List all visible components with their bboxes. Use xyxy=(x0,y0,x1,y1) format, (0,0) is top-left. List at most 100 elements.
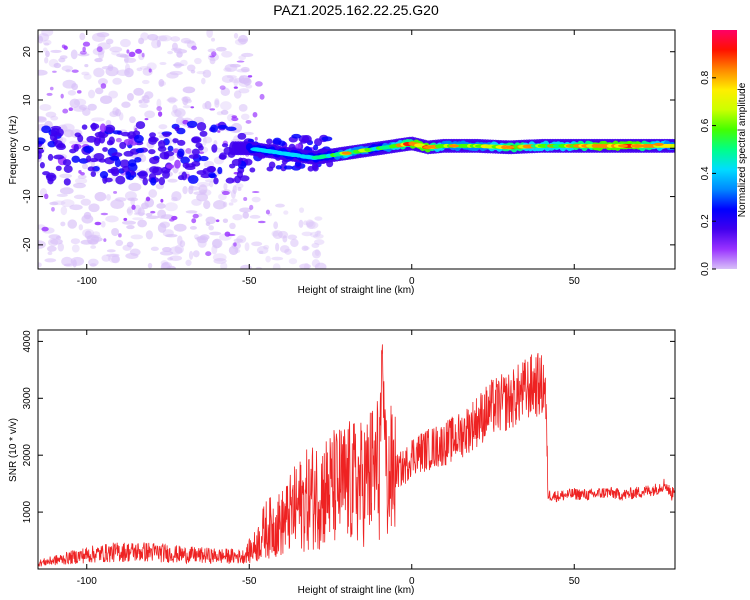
spectrogram-cell xyxy=(87,166,95,172)
spectrogram-cell xyxy=(119,38,131,48)
spectrogram-cell xyxy=(166,72,179,79)
snr-y-tick-label: 3000 xyxy=(22,387,33,410)
spectrogram-cell xyxy=(187,174,199,184)
spectrogram-cell xyxy=(221,50,233,58)
spectrogram-cell xyxy=(239,207,252,213)
spectrogram-cell xyxy=(213,200,226,210)
spectrogram-cell xyxy=(63,165,73,173)
spectrogram-cell xyxy=(196,70,206,75)
spectrogram-cell xyxy=(47,153,54,161)
spectrogram-cell xyxy=(50,125,62,130)
spectrogram-cell xyxy=(138,103,149,108)
spectrogram-cell xyxy=(137,219,147,228)
spectrogram-x-axis-label: Height of straight line (km) xyxy=(298,285,415,296)
spectrogram-cell xyxy=(48,234,61,240)
spectrogram-cell xyxy=(220,101,232,111)
spectrogram-cell xyxy=(38,262,42,268)
spectrogram-cell xyxy=(73,182,86,189)
spectrogram-cell xyxy=(315,277,322,284)
spectrogram-cell xyxy=(100,83,107,89)
spectrogram-y-axis-label: Frequency (Hz) xyxy=(8,116,19,185)
spectrogram-cell xyxy=(301,231,313,237)
spectrogram-cell xyxy=(174,126,180,132)
spectrogram-cell xyxy=(272,276,281,281)
spectrogram-cell xyxy=(159,250,174,256)
spectrogram-cell xyxy=(87,239,99,245)
spectrogram-x-tick-label: 50 xyxy=(569,276,581,287)
spectrogram-cell xyxy=(271,256,284,261)
snr-x-tick-label: 50 xyxy=(569,576,581,587)
spectrogram-cell xyxy=(279,245,290,253)
spectrogram-cell xyxy=(39,104,52,111)
spectrogram-cell xyxy=(196,121,207,131)
spectrogram-cell xyxy=(634,144,645,148)
spectrogram-cell xyxy=(174,108,186,118)
spectrogram-cell xyxy=(202,69,212,78)
spectrogram-cell xyxy=(158,35,172,42)
spectrogram-cell xyxy=(235,183,244,189)
spectrogram-cell xyxy=(62,108,69,114)
spectrogram-cell xyxy=(129,116,136,124)
spectrogram-cell xyxy=(162,246,172,252)
spectrogram-cell xyxy=(256,246,269,255)
spectrogram-cell xyxy=(182,86,196,94)
spectrogram-cell xyxy=(104,124,116,134)
spectrogram-cell xyxy=(56,143,67,151)
spectrogram-cell xyxy=(63,178,71,186)
spectrogram-cell xyxy=(182,105,191,109)
spectrogram-cell xyxy=(277,230,289,239)
spectrogram-cell xyxy=(115,137,122,143)
spectrogram-cell xyxy=(61,256,73,267)
spectrogram-cell xyxy=(247,75,253,78)
spectrogram-cell xyxy=(67,90,77,96)
spectrogram-cell xyxy=(69,98,81,108)
spectrogram-cell xyxy=(124,63,131,73)
spectrogram-cell xyxy=(42,47,48,53)
spectrogram-cell xyxy=(241,52,254,58)
spectrogram-cell xyxy=(86,135,97,143)
spectrogram-cell xyxy=(233,78,239,87)
spectrogram-cell xyxy=(221,143,229,148)
spectrogram-cell xyxy=(211,144,218,153)
spectrogram-cell xyxy=(164,202,178,212)
spectrogram-y-tick-label: -10 xyxy=(22,189,33,204)
spectrogram-cell xyxy=(245,84,253,89)
spectrogram-cell xyxy=(204,100,212,110)
spectrogram-cell xyxy=(191,137,201,143)
spectrogram-cell xyxy=(133,204,142,215)
spectrogram-cell xyxy=(258,250,264,255)
spectrogram-cell xyxy=(311,259,321,268)
spectrogram-cell xyxy=(172,138,179,144)
spectrogram-cell xyxy=(271,230,279,237)
colorbar-ticks: 0.0 0.2 0.4 0.6 0.8 xyxy=(700,70,716,276)
spectrogram-cell xyxy=(301,135,312,144)
spectrogram-cell xyxy=(233,238,244,243)
spectrogram-cell xyxy=(133,134,144,144)
spectrogram-cell xyxy=(44,193,49,200)
spectrogram-y-tick-label: 10 xyxy=(22,94,33,106)
spectrogram-y-ticks: -20 -10 0 10 20 xyxy=(22,46,675,252)
spectrogram-cell xyxy=(202,168,210,175)
spectrogram-cell xyxy=(449,144,459,148)
spectrogram-cell xyxy=(41,125,52,134)
spectrogram-cell xyxy=(298,305,308,308)
spectrogram-cell xyxy=(158,124,168,130)
spectrogram-cell xyxy=(115,175,126,185)
spectrogram-cell xyxy=(280,163,287,172)
spectrogram-cell xyxy=(87,258,99,267)
spectrogram-cell xyxy=(158,139,166,149)
spectrogram-cell xyxy=(279,305,284,314)
spectrogram-cell xyxy=(119,159,130,168)
spectrogram-cell xyxy=(269,297,279,302)
spectrogram-cell xyxy=(252,298,259,302)
spectrogram-cell xyxy=(423,145,433,149)
spectrogram-cell xyxy=(60,206,68,216)
spectrogram-heatmap xyxy=(38,30,675,314)
spectrogram-cell xyxy=(49,201,59,206)
spectrogram-cell xyxy=(126,225,135,230)
spectrogram-cell xyxy=(167,145,174,152)
spectrogram-cell xyxy=(129,248,141,257)
spectrogram-cell xyxy=(156,106,163,112)
spectrogram-cell xyxy=(94,221,102,226)
spectrogram-cell xyxy=(251,191,260,194)
